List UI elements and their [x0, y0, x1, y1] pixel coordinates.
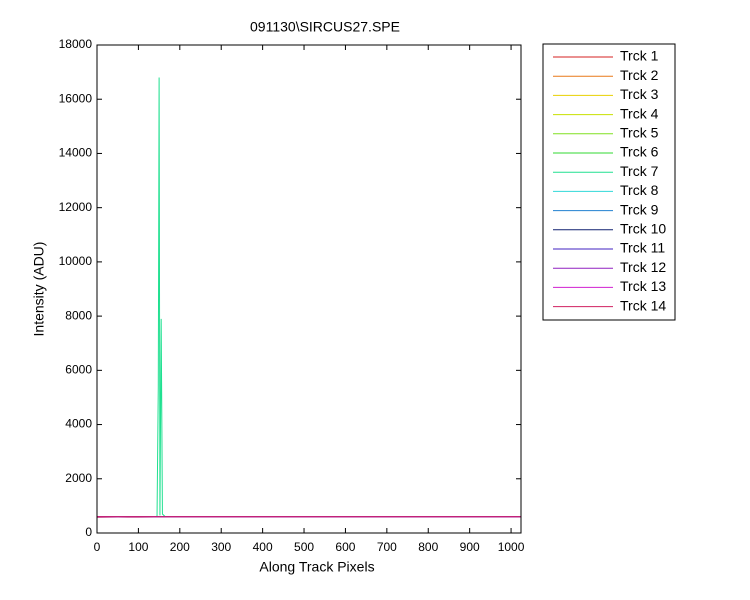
- legend-label: Trck 6: [620, 144, 659, 160]
- x-tick-label: 200: [170, 540, 190, 554]
- x-tick-label: 0: [94, 540, 101, 554]
- x-tick-label: 300: [211, 540, 231, 554]
- legend-label: Trck 12: [620, 259, 666, 275]
- y-tick-label: 10000: [59, 254, 93, 268]
- y-tick-label: 16000: [59, 91, 93, 105]
- y-tick-label: 0: [85, 525, 92, 539]
- x-axis-label: Along Track Pixels: [259, 559, 374, 575]
- y-tick-label: 6000: [65, 363, 92, 377]
- y-tick-label: 2000: [65, 471, 92, 485]
- legend-label: Trck 9: [620, 201, 659, 217]
- legend: [542, 43, 676, 321]
- legend-label: Trck 11: [620, 240, 665, 256]
- legend-label: Trck 5: [620, 125, 659, 141]
- x-tick-label: 700: [377, 540, 397, 554]
- x-tick-label: 100: [128, 540, 148, 554]
- x-tick-label: 400: [253, 540, 273, 554]
- legend-label: Trck 1: [620, 48, 659, 64]
- legend-label: Trck 8: [620, 182, 659, 198]
- x-tick-label: 900: [460, 540, 480, 554]
- y-axis-label: Intensity (ADU): [31, 242, 47, 337]
- x-tick-label: 500: [294, 540, 314, 554]
- legend-label: Trck 14: [620, 297, 666, 313]
- legend-label: Trck 13: [620, 278, 666, 294]
- chart-title: 091130\SIRCUS27.SPE: [250, 19, 400, 35]
- legend-label: Trck 7: [620, 163, 659, 179]
- y-tick-label: 14000: [59, 146, 93, 160]
- y-tick-label: 8000: [65, 308, 92, 322]
- plot-area: [96, 77, 521, 518]
- y-tick-label: 18000: [59, 37, 93, 51]
- axes-box: [96, 44, 522, 534]
- legend-label: Trck 3: [620, 86, 659, 102]
- legend-label: Trck 10: [620, 221, 666, 237]
- x-tick-label: 600: [335, 540, 355, 554]
- x-tick-label: 1000: [498, 540, 525, 554]
- y-tick-label: 12000: [59, 200, 93, 214]
- x-tick-label: 800: [418, 540, 438, 554]
- y-tick-label: 4000: [65, 417, 92, 431]
- legend-label: Trck 4: [620, 105, 659, 121]
- legend-label: Trck 2: [620, 67, 659, 83]
